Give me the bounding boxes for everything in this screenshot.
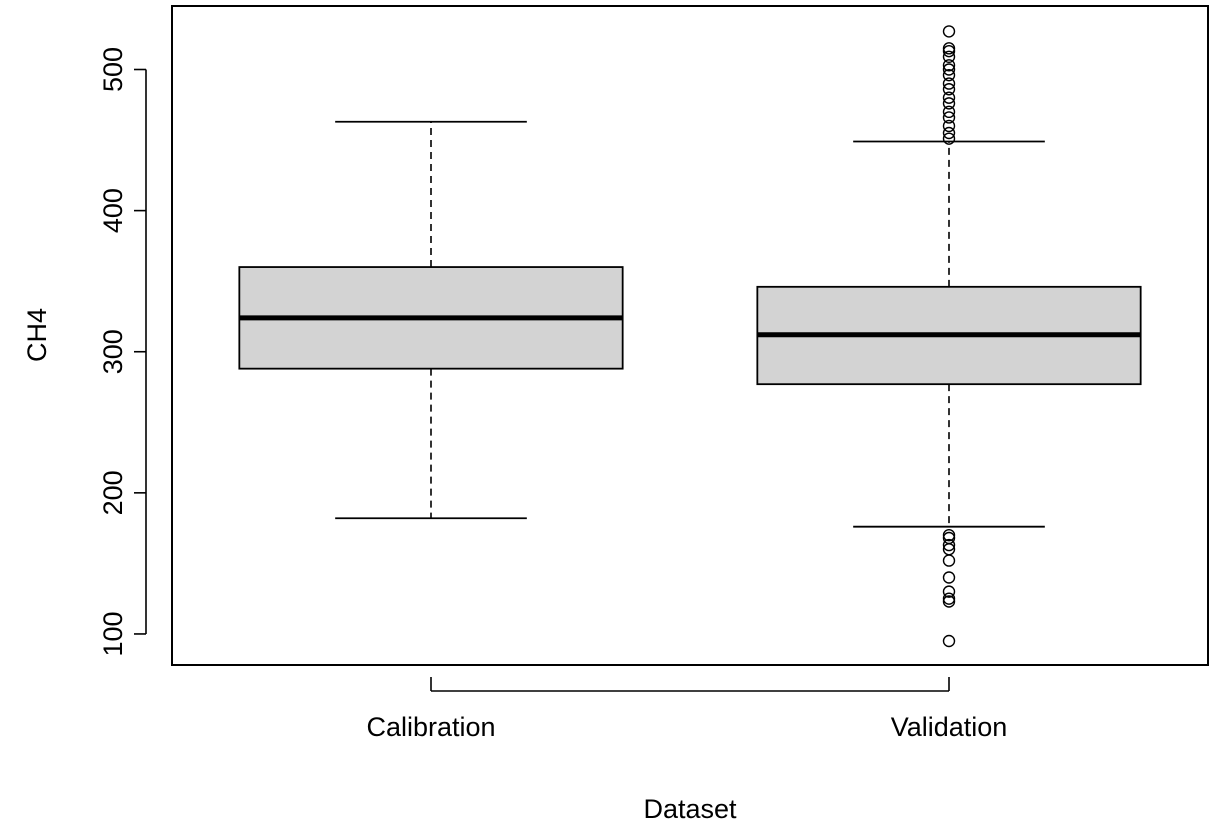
outlier-point (942, 554, 956, 567)
outlier-point (942, 59, 956, 72)
outlier-point (942, 126, 956, 140)
outlier-point (942, 83, 956, 96)
y-axis-title: CH4 (22, 308, 52, 362)
outlier-point (942, 91, 956, 104)
plot-area (171, 5, 1209, 666)
x-axis-title: Dataset (643, 794, 737, 824)
plot-border (171, 5, 1209, 666)
outlier-point (942, 592, 956, 605)
outlier-point (942, 97, 956, 110)
outlier-point (942, 25, 956, 38)
outlier-point (942, 531, 956, 545)
outlier-point (942, 111, 956, 124)
outlier-point (942, 77, 956, 90)
outlier-point (942, 50, 956, 64)
outlier-point (942, 538, 956, 552)
x-tick-label: Validation (891, 712, 1008, 742)
x-tick-label: Calibration (366, 712, 495, 742)
x-axis: Calibration Validation (366, 677, 1007, 742)
outlier-point (942, 63, 956, 76)
outlier-point (942, 634, 956, 648)
y-tick-label: 400 (98, 188, 128, 233)
y-axis: 100 200 300 400 500 (98, 47, 147, 656)
y-tick-label: 200 (98, 470, 128, 515)
outlier-point (942, 132, 956, 145)
box-calibration (238, 120, 624, 520)
outlier-point (942, 42, 956, 55)
outlier-point (942, 119, 956, 133)
outlier-point (942, 68, 956, 82)
y-tick-label: 300 (98, 329, 128, 374)
box-validation (756, 25, 1142, 648)
outlier-point (942, 585, 956, 598)
outlier-point (942, 105, 956, 119)
outlier-point (942, 528, 956, 542)
y-tick-label: 500 (98, 47, 128, 92)
y-tick-label: 100 (98, 611, 128, 656)
outlier-point (942, 571, 956, 584)
